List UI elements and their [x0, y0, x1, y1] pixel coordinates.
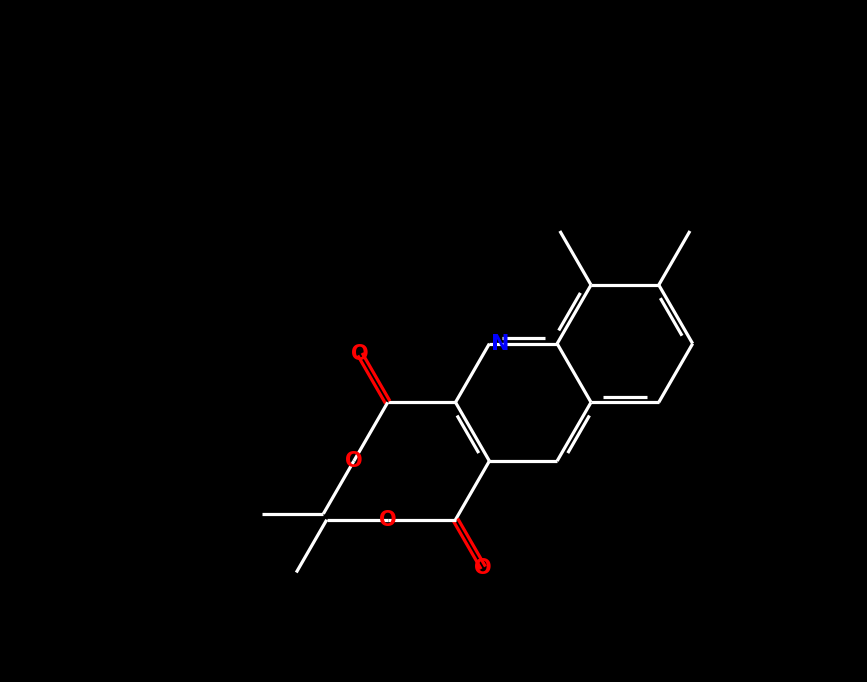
Text: O: O: [351, 344, 368, 364]
Text: O: O: [474, 558, 492, 578]
Text: O: O: [379, 509, 396, 530]
Text: O: O: [345, 451, 362, 471]
Text: N: N: [491, 333, 510, 354]
